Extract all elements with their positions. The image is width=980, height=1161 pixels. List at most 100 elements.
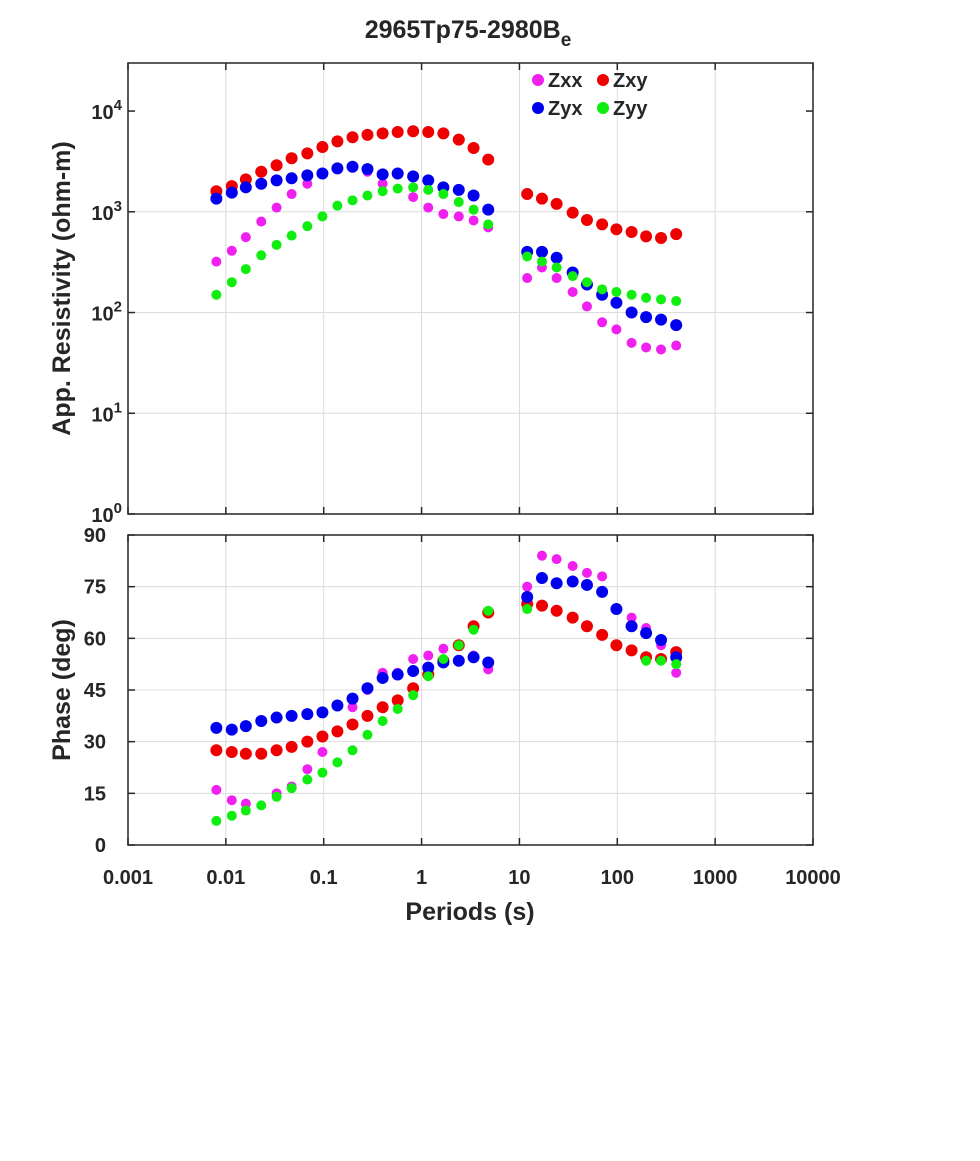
- point-phase-zyx: [270, 711, 283, 724]
- point-phase-zyx: [391, 668, 404, 681]
- point-phase-zyx: [482, 656, 495, 669]
- point-resistivity-zyx: [391, 167, 404, 180]
- legend-marker-zyx: [532, 102, 544, 114]
- point-resistivity-zxx: [453, 211, 464, 222]
- point-resistivity-zyy: [302, 221, 313, 232]
- point-resistivity-zxy: [655, 231, 668, 244]
- point-phase-zxx: [626, 612, 637, 623]
- point-resistivity-zyx: [316, 167, 329, 180]
- point-phase-zxy: [566, 611, 579, 624]
- point-resistivity-zyx: [255, 177, 268, 190]
- point-resistivity-zyy: [522, 251, 533, 262]
- point-resistivity-zyx: [346, 160, 359, 173]
- point-phase-zyy: [211, 815, 222, 826]
- point-resistivity-zyx: [655, 313, 668, 326]
- point-phase-zyx: [467, 651, 480, 664]
- point-resistivity-zyy: [377, 186, 388, 197]
- point-resistivity-zyy: [211, 289, 222, 300]
- point-phase-zyy: [240, 805, 251, 816]
- point-resistivity-zyy: [362, 190, 373, 201]
- x-tick-label: 10000: [785, 867, 841, 889]
- point-resistivity-zxy: [255, 165, 268, 178]
- point-phase-zxx: [317, 747, 328, 757]
- point-phase-zxx: [597, 571, 608, 582]
- chart-title: 2965Tp75-2980Be: [365, 16, 572, 51]
- point-resistivity-zyx: [535, 245, 548, 258]
- point-resistivity-zxx: [567, 286, 578, 297]
- point-resistivity-zyy: [483, 219, 494, 230]
- point-resistivity-zxy: [361, 128, 374, 141]
- point-phase-zyx: [580, 578, 593, 591]
- point-phase-zxy: [285, 740, 298, 753]
- point-phase-zyx: [239, 720, 252, 733]
- point-phase-zxx: [408, 654, 419, 664]
- point-resistivity-zyy: [271, 239, 282, 250]
- x-tick-label: 1: [416, 867, 427, 889]
- point-phase-zyx: [625, 620, 638, 633]
- point-resistivity-zyy: [641, 292, 652, 303]
- point-phase-zyx: [596, 585, 609, 598]
- grid-layer: [128, 63, 813, 845]
- point-phase-zyx: [210, 721, 223, 734]
- point-resistivity-zyx: [422, 174, 435, 187]
- point-phase-zyx: [566, 575, 579, 588]
- point-resistivity-zxy: [316, 140, 329, 153]
- point-phase-zyy: [256, 800, 267, 811]
- point-resistivity-zyx: [640, 311, 653, 324]
- y-axis-label-resistivity: App. Resistivity (ohm-m): [48, 141, 76, 435]
- point-resistivity-zxx: [271, 202, 282, 213]
- x-tick-label: 1000: [693, 867, 738, 889]
- point-resistivity-zxx: [468, 215, 479, 226]
- point-resistivity-zyx: [625, 306, 638, 319]
- point-phase-zxy: [346, 718, 359, 731]
- point-phase-zyx: [316, 706, 329, 719]
- point-phase-zxx: [423, 650, 434, 661]
- point-resistivity-zyx: [482, 203, 495, 216]
- point-resistivity-zyy: [332, 200, 343, 211]
- point-resistivity-zyy: [408, 182, 419, 193]
- point-phase-zyy: [226, 810, 237, 821]
- point-phase-zxy: [625, 644, 638, 657]
- point-resistivity-zyy: [581, 277, 592, 288]
- x-axis-label: Periods (s): [405, 898, 534, 926]
- point-resistivity-zxy: [422, 125, 435, 138]
- point-resistivity-zyy: [317, 211, 328, 222]
- point-resistivity-zxx: [641, 342, 652, 353]
- point-resistivity-zxy: [521, 188, 534, 201]
- point-phase-zxx: [567, 561, 578, 571]
- point-phase-zyy: [332, 757, 343, 768]
- point-resistivity-zyx: [270, 174, 283, 187]
- point-resistivity-zyy: [347, 195, 358, 206]
- point-resistivity-zxx: [302, 178, 313, 189]
- point-phase-zxx: [302, 764, 313, 775]
- legend-label-zyy: Zyy: [613, 98, 648, 120]
- point-resistivity-zyx: [331, 162, 344, 175]
- legend-label-zyx: Zyx: [548, 98, 582, 120]
- point-resistivity-zxx: [377, 178, 388, 189]
- point-phase-zyy: [362, 729, 373, 740]
- point-phase-zxy: [596, 628, 609, 641]
- point-resistivity-zxx: [626, 337, 637, 348]
- point-phase-zyx: [452, 654, 465, 667]
- point-resistivity-zxy: [535, 192, 548, 205]
- point-resistivity-zxy: [301, 147, 314, 160]
- y-tick-label: 30: [84, 732, 106, 754]
- point-phase-zyx: [361, 682, 374, 695]
- point-phase-zxx: [347, 702, 358, 713]
- point-phase-zyy: [347, 745, 358, 756]
- point-phase-zyy: [483, 605, 494, 616]
- point-resistivity-zyy: [656, 294, 667, 305]
- point-resistivity-zyy: [626, 289, 637, 300]
- point-resistivity-zyy: [597, 284, 608, 295]
- point-phase-zyx: [301, 708, 314, 721]
- point-phase-zxy: [225, 746, 238, 758]
- point-phase-zxy: [610, 639, 623, 652]
- point-phase-zyx: [225, 723, 238, 736]
- point-phase-zxy: [535, 599, 548, 612]
- point-resistivity-zyy: [551, 262, 562, 273]
- point-resistivity-zyy: [256, 250, 267, 261]
- point-resistivity-zyy: [438, 189, 449, 200]
- y-tick-label: 102: [91, 299, 122, 326]
- point-resistivity-zxy: [640, 230, 653, 243]
- point-resistivity-zyx: [550, 251, 563, 264]
